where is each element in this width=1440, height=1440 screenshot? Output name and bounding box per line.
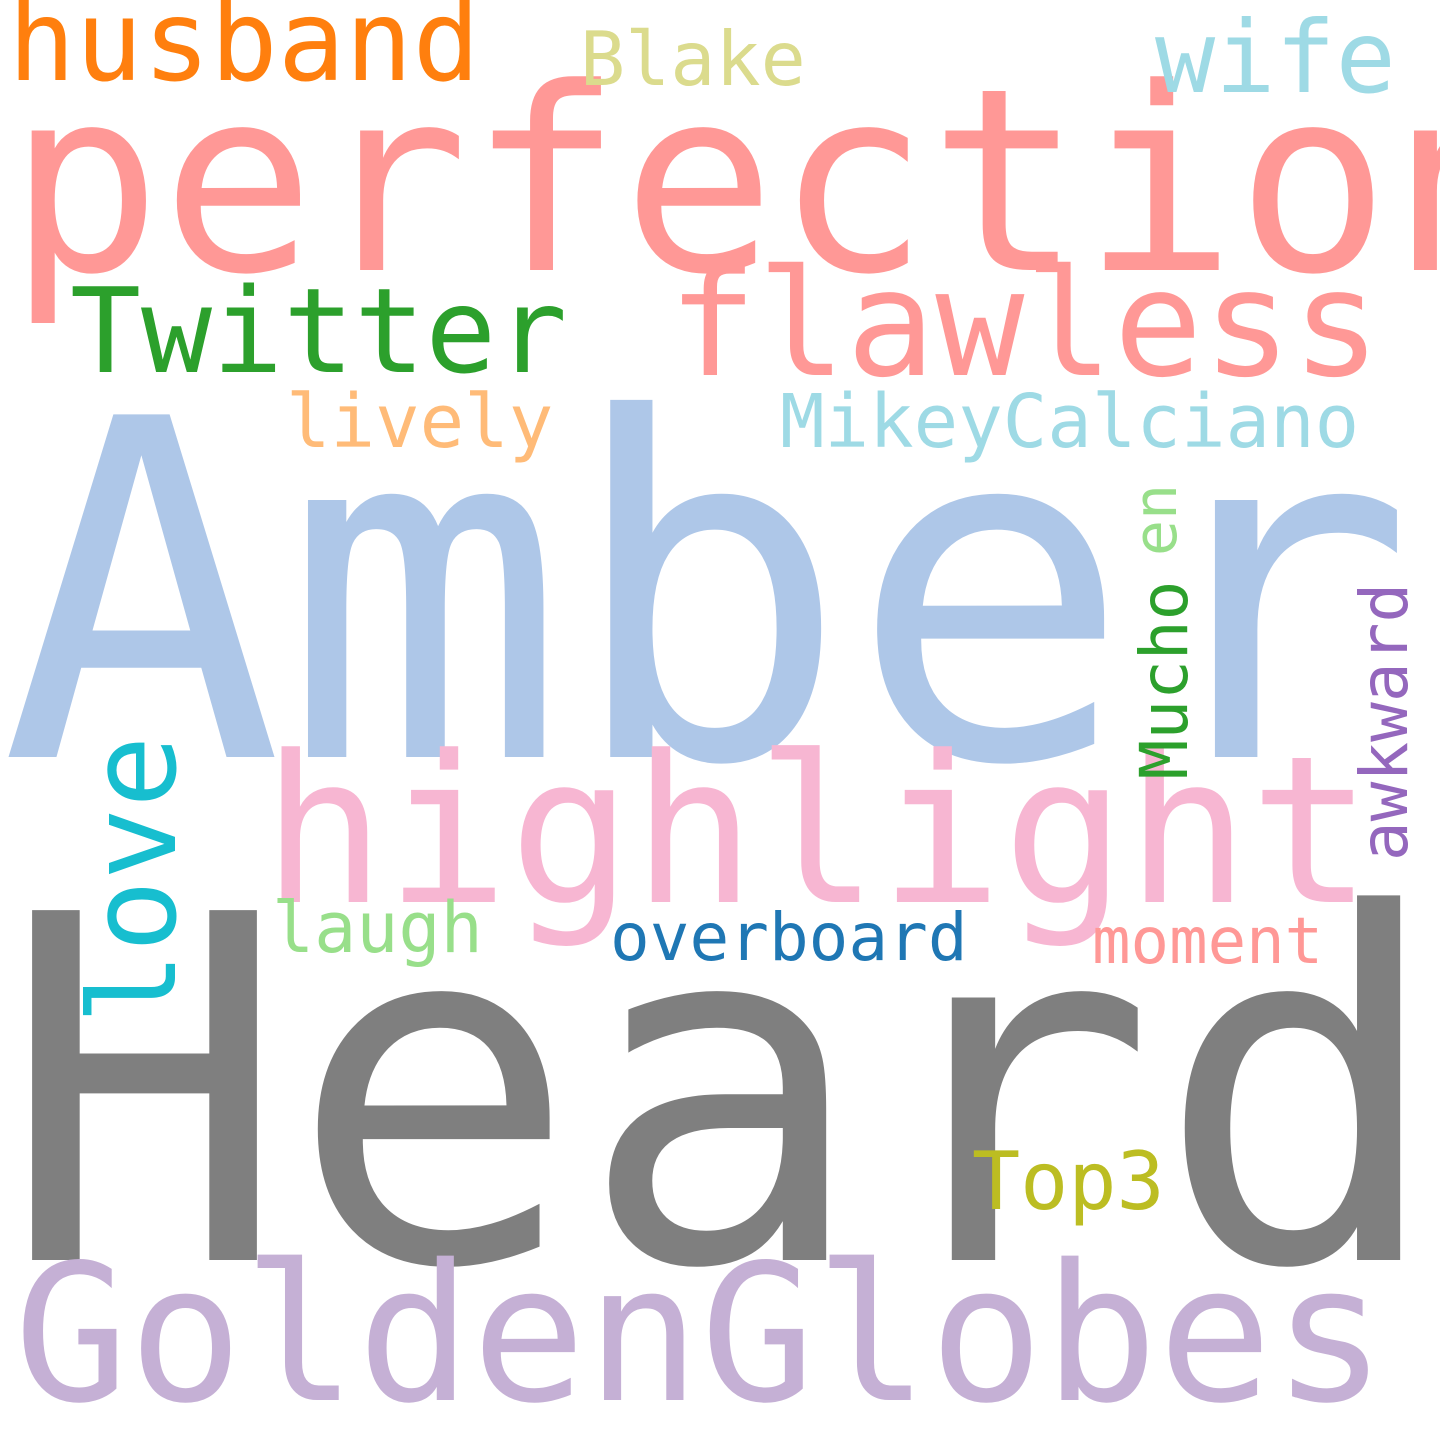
word-mikeycalciano: MikeyCalciano bbox=[780, 379, 1360, 465]
word-moment: moment bbox=[1092, 905, 1324, 979]
word-overboard: overboard bbox=[610, 899, 968, 976]
word-awkward: awkward bbox=[1346, 582, 1423, 862]
word-twitter: Twitter bbox=[70, 262, 568, 400]
word-highlight: highlight bbox=[262, 713, 1373, 951]
word-mucho: Mucho bbox=[1126, 580, 1203, 780]
word-heard: Heard bbox=[0, 815, 1440, 1374]
word-amber: Amber bbox=[0, 321, 1415, 868]
word-wife: wife bbox=[1155, 0, 1396, 116]
word-lively: lively bbox=[286, 379, 554, 465]
word-flawless: flawless bbox=[668, 238, 1381, 410]
word-blake: Blake bbox=[580, 15, 806, 103]
word-goldenglobes: GoldenGlobes bbox=[14, 1224, 1387, 1440]
word-husband: husband bbox=[8, 0, 481, 107]
word-love: love bbox=[65, 735, 204, 1025]
word-laugh: laugh bbox=[272, 887, 483, 969]
word-en: en bbox=[1121, 483, 1191, 557]
word-perfection: perfection bbox=[8, 34, 1440, 331]
word-top3: Top3 bbox=[972, 1135, 1165, 1228]
